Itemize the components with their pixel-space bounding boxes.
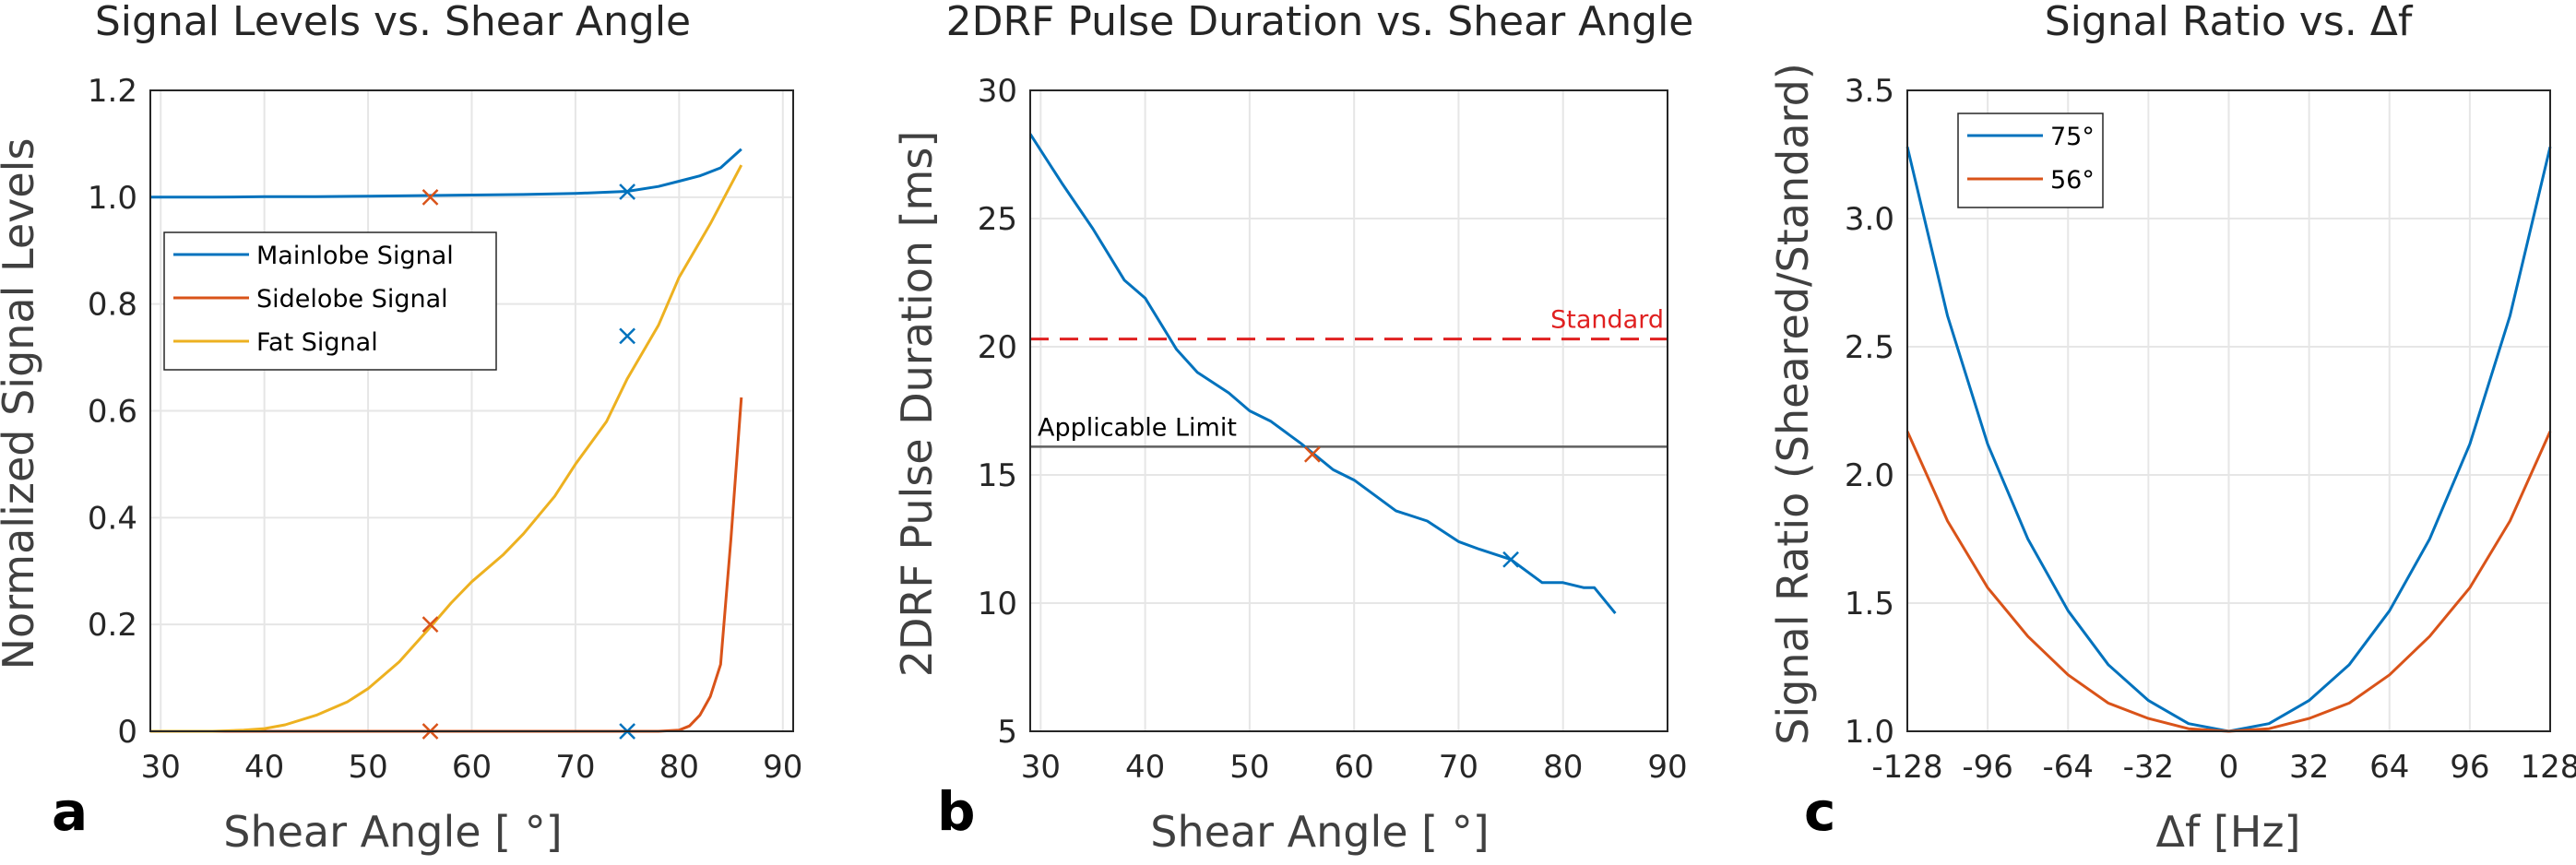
y-tick-label: 0 — [117, 714, 137, 751]
x-tick-label: 30 — [1021, 749, 1061, 786]
x-tick-label: 128 — [2521, 749, 2576, 786]
panel-label: a — [52, 780, 88, 843]
y-tick-label: 10 — [978, 586, 1017, 622]
y-tick-label: 0.4 — [88, 500, 137, 537]
legend-label: 75° — [2050, 123, 2095, 151]
cross-marker — [619, 184, 636, 200]
y-tick-label: 0.6 — [88, 394, 137, 431]
legend: 75° 56° — [1957, 113, 2104, 208]
x-tick-label: 60 — [1335, 749, 1374, 786]
y-tick-label: 3.0 — [1845, 201, 1894, 238]
x-tick-label: 32 — [2289, 749, 2329, 786]
x-axis-label: Shear Angle [ °] — [1150, 807, 1489, 857]
series-line — [1028, 133, 1617, 615]
x-axis-label: Shear Angle [ °] — [223, 807, 562, 857]
axes-box — [1029, 89, 1668, 732]
x-tick-label: 64 — [2369, 749, 2409, 786]
y-tick-label: 1.0 — [1845, 714, 1894, 751]
legend-label: Fat Signal — [256, 328, 378, 357]
y-tick-label: 25 — [978, 201, 1017, 238]
legend-box — [1957, 113, 2104, 208]
reference-line-label: Applicable Limit — [1038, 413, 1237, 442]
series-line — [150, 164, 743, 733]
legend-label: Mainlobe Signal — [256, 242, 454, 270]
cross-marker — [1502, 551, 1519, 568]
x-tick-label: 50 — [348, 749, 387, 786]
y-tick-label: 2.5 — [1845, 329, 1894, 366]
axes-box — [149, 89, 794, 732]
x-tick-label: 70 — [555, 749, 595, 786]
y-tick-label: 5 — [997, 714, 1017, 751]
x-tick-label: -64 — [2042, 749, 2094, 786]
legend: Mainlobe Signal Sidelobe Signal Fat Signal — [163, 231, 497, 371]
panel-label: c — [1804, 780, 1835, 843]
x-tick-label: 40 — [244, 749, 284, 786]
x-tick-label: 90 — [763, 749, 802, 786]
x-tick-label: 70 — [1439, 749, 1478, 786]
panel-c-signal-ratio: Signal Ratio vs. Δf Δf [Hz] Signal Ratio… — [1768, 0, 2576, 857]
x-tick-label: -32 — [2123, 749, 2175, 786]
y-tick-label: 1.0 — [88, 180, 137, 217]
y-axis-label: Normalized Signal Levels — [0, 138, 43, 670]
cross-marker — [619, 327, 636, 345]
x-tick-label: 96 — [2450, 749, 2489, 786]
x-tick-label: 90 — [1647, 749, 1687, 786]
x-tick-label: -96 — [1962, 749, 2013, 786]
chart-title: Signal Levels vs. Shear Angle — [95, 0, 691, 45]
panel-label: b — [937, 780, 976, 843]
y-tick-label: 1.5 — [1845, 586, 1894, 622]
y-tick-label: 20 — [978, 329, 1017, 366]
legend-label: 56° — [2050, 166, 2095, 195]
x-tick-label: -128 — [1871, 749, 1942, 786]
y-tick-label: 1.2 — [88, 73, 137, 110]
y-tick-label: 2.0 — [1845, 457, 1894, 494]
x-tick-label: 80 — [659, 749, 699, 786]
reference-line-label: Standard — [1550, 306, 1664, 335]
y-tick-label: 0.8 — [88, 287, 137, 324]
chart-title: 2DRF Pulse Duration vs. Shear Angle — [946, 0, 1694, 45]
y-tick-label: 3.5 — [1845, 73, 1894, 110]
x-tick-label: 40 — [1125, 749, 1165, 786]
y-tick-label: 0.2 — [88, 607, 137, 644]
x-tick-label: 60 — [452, 749, 492, 786]
x-tick-label: 0 — [2219, 749, 2239, 786]
series-line — [150, 397, 743, 733]
y-axis-label: 2DRF Pulse Duration [ms] — [892, 131, 942, 678]
x-tick-label: 50 — [1229, 749, 1269, 786]
axes-box — [1906, 89, 2551, 732]
legend-label: Sidelobe Signal — [256, 285, 448, 314]
x-tick-label: 30 — [141, 749, 181, 786]
series-line — [150, 148, 742, 199]
y-tick-label: 15 — [978, 457, 1017, 494]
cross-marker — [421, 616, 439, 634]
x-axis-label: Δf [Hz] — [2156, 807, 2301, 857]
y-axis-label: Signal Ratio (Sheared/Standard) — [1768, 63, 1818, 745]
panel-b-pulse-duration: 2DRF Pulse Duration vs. Shear Angle Shea… — [892, 0, 1693, 857]
cross-marker — [421, 188, 439, 206]
x-tick-label: 80 — [1543, 749, 1583, 786]
cross-marker — [1303, 445, 1321, 463]
chart-title: Signal Ratio vs. Δf — [2045, 0, 2414, 45]
panel-a-signal-levels: Signal Levels vs. Shear Angle Shear Angl… — [0, 0, 802, 857]
y-tick-label: 30 — [978, 73, 1017, 110]
